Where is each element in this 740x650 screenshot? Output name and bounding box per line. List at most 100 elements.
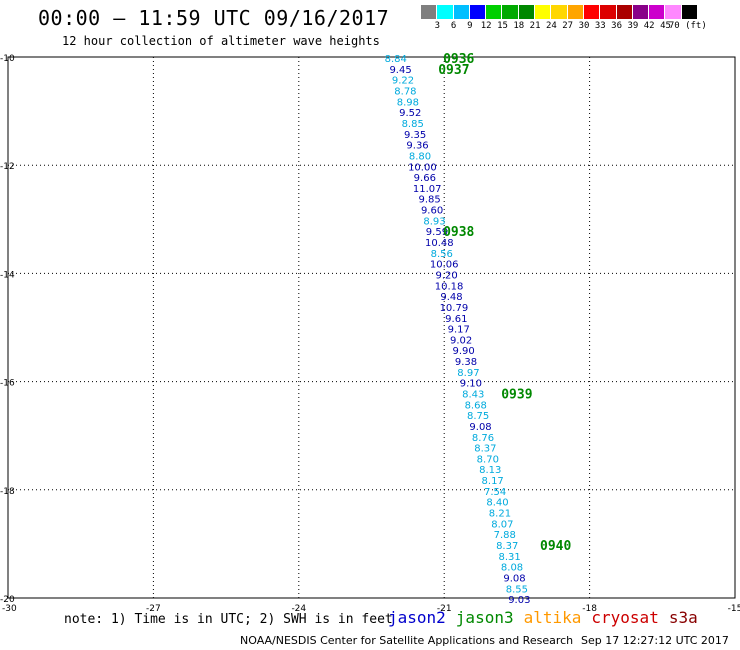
legend-swatch xyxy=(437,5,454,19)
swh-value: 8.43 xyxy=(462,390,484,401)
legend-swatch xyxy=(616,5,633,19)
swh-value: 9.22 xyxy=(392,76,414,87)
y-tick-label: -18 xyxy=(0,487,15,497)
footnote: note: 1) Time is in UTC; 2) SWH is in fe… xyxy=(64,612,393,627)
swh-value: 9.45 xyxy=(389,65,411,76)
legend-swatch xyxy=(518,5,536,19)
satellite-altika: altika xyxy=(523,608,582,627)
legend-label: 12 xyxy=(480,21,492,31)
swh-value: 9.36 xyxy=(406,141,428,152)
y-tick-label: -12 xyxy=(0,162,15,172)
legend-swatch xyxy=(453,5,470,19)
legend-label: 21 xyxy=(529,21,541,31)
swh-value: 9.08 xyxy=(503,573,525,584)
y-tick-label: -10 xyxy=(0,54,15,64)
legend-label: 15 xyxy=(497,21,508,31)
swh-value: 10.18 xyxy=(435,281,464,292)
legend-label: 42 xyxy=(643,21,655,31)
swh-value: 8.13 xyxy=(479,465,501,476)
swh-value: 8.07 xyxy=(491,519,513,530)
legend-label: 33 xyxy=(594,21,606,31)
legend-swatch xyxy=(486,5,503,19)
swh-value: 10.00 xyxy=(408,162,437,173)
swh-value: 8.97 xyxy=(457,368,479,379)
swh-value: 9.08 xyxy=(469,422,491,433)
legend-swatch xyxy=(583,5,601,19)
color-scale-labels: 3 6 9 12 15 18 21 24 27 30 33 36 39 42 45 70 (ft) xyxy=(421,19,707,33)
satellite-cryosat: cryosat xyxy=(591,608,659,627)
swh-value: 8.80 xyxy=(409,151,431,162)
swh-value: 9.17 xyxy=(448,325,470,336)
y-tick-label: -14 xyxy=(0,270,15,280)
legend-swatch xyxy=(421,5,438,19)
swh-value: 11.07 xyxy=(413,184,442,195)
swh-value: 9.35 xyxy=(404,130,426,141)
swh-value: 8.75 xyxy=(467,411,489,422)
legend-swatch xyxy=(469,5,487,19)
satellite-jason2: jason2 xyxy=(388,608,446,627)
satellite-jason3: jason3 xyxy=(455,608,514,627)
legend-label: 36 xyxy=(611,21,623,31)
swh-value: 8.76 xyxy=(472,433,494,444)
swh-value: 9.61 xyxy=(445,314,467,325)
axes: -30 -27 -24 -21 -18 -15 -10 -12 -14 -16 -18 -20 xyxy=(0,54,740,614)
legend-swatch xyxy=(551,5,568,19)
pass-time-label: 0936 xyxy=(443,52,474,67)
chart-subtitle: 12 hour collection of altimeter wave hei… xyxy=(62,34,380,48)
legend-label: 30 xyxy=(578,21,590,31)
x-tick-label: -18 xyxy=(582,604,597,614)
swh-value: 8.78 xyxy=(394,87,416,98)
swh-value: 8.31 xyxy=(498,552,520,563)
swh-value: 10.48 xyxy=(425,238,454,249)
satellite-s3a: s3a xyxy=(668,608,698,627)
legend-label: 45 xyxy=(660,21,671,31)
x-tick-label: -24 xyxy=(291,604,306,614)
swh-value: 9.60 xyxy=(421,206,443,217)
swh-value: 8.37 xyxy=(474,444,496,455)
legend-swatch xyxy=(535,5,552,19)
swh-value: 9.10 xyxy=(460,379,482,390)
swh-value: 10.79 xyxy=(440,303,469,314)
legend-label: 27 xyxy=(562,21,574,31)
swh-value: 9.48 xyxy=(440,292,462,303)
legend-swatch xyxy=(502,5,519,19)
swh-value: 9.52 xyxy=(399,108,421,119)
swh-value: 10.06 xyxy=(430,260,459,271)
legend-swatch xyxy=(567,5,584,19)
credit-line: NOAA/NESDIS Center for Satellite Applica… xyxy=(240,634,574,647)
x-tick-label: -30 xyxy=(2,604,17,614)
chart-title: 00:00 – 11:59 UTC 09/16/2017 xyxy=(38,6,390,30)
swh-value: 8.17 xyxy=(482,476,504,487)
swh-value: 9.59 xyxy=(426,227,448,238)
legend-label: 24 xyxy=(545,21,557,31)
swh-value: 8.84 xyxy=(385,54,407,65)
swh-value: 8.55 xyxy=(506,584,528,595)
y-tick-label: -16 xyxy=(0,379,15,389)
swh-value: 8.93 xyxy=(423,216,445,227)
swh-value: 7.88 xyxy=(494,530,516,541)
swh-value: 8.68 xyxy=(465,400,487,411)
swh-value: 8.21 xyxy=(489,509,511,520)
y-tick-label: -20 xyxy=(0,595,15,605)
swh-value: 8.37 xyxy=(496,541,518,552)
pass-time-label: 0937 xyxy=(438,63,469,78)
swh-value: 9.03 xyxy=(508,595,530,606)
color-swatches xyxy=(421,5,699,19)
legend-swatch xyxy=(649,5,666,19)
swh-value: 8.56 xyxy=(431,249,453,260)
legend-label: 39 xyxy=(627,21,639,31)
plot-border xyxy=(7,56,736,599)
generated-timestamp: Sep 17 12:27:12 UTC 2017 xyxy=(581,634,729,647)
pass-time-label: 0938 xyxy=(443,225,474,240)
swh-value: 7.54 xyxy=(484,487,506,498)
swh-value: 9.66 xyxy=(414,173,436,184)
legend-label: 6 xyxy=(450,21,457,31)
x-tick-label: -15 xyxy=(728,604,740,614)
swh-value: 9.90 xyxy=(452,346,474,357)
swh-value: 8.08 xyxy=(501,563,523,574)
swh-value: 9.38 xyxy=(455,357,477,368)
grid xyxy=(8,57,735,598)
satellite-legend: jason2 jason3 altika cryosat s3a xyxy=(388,608,708,627)
swh-value: 9.85 xyxy=(419,195,441,206)
